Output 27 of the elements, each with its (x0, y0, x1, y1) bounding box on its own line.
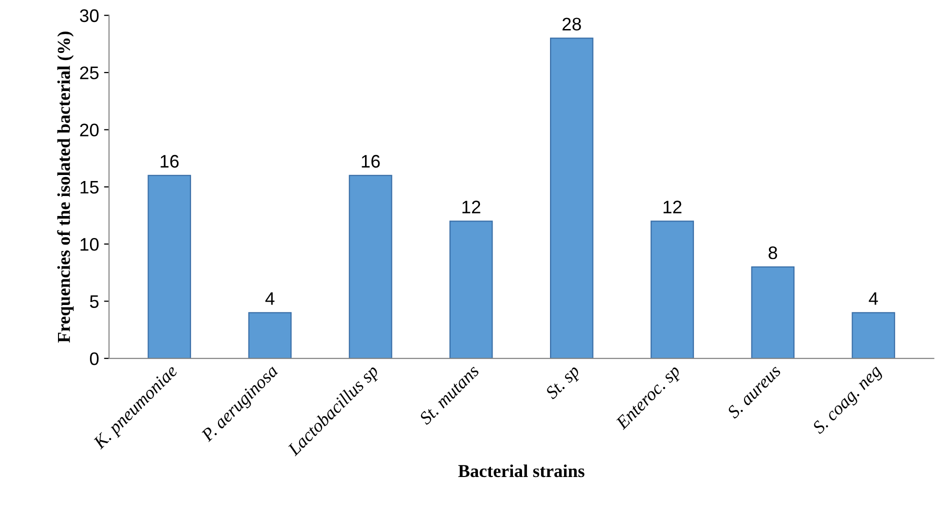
data-label: 28 (562, 18, 581, 30)
bar (148, 174, 192, 358)
y-tick-label: 0 (90, 352, 99, 366)
bar (751, 266, 795, 358)
y-tick-label: 10 (80, 238, 99, 251)
data-label: 16 (160, 154, 179, 168)
data-label: 4 (868, 292, 878, 305)
bar (348, 174, 392, 358)
x-tick-label: St. sp (544, 364, 583, 402)
y-tick-label: 15 (80, 181, 99, 194)
data-label: 8 (768, 246, 778, 260)
y-axis-title: Frequencies of the isolated bacterial (%) (57, 32, 74, 343)
data-label: 12 (462, 200, 480, 214)
bar (852, 312, 896, 358)
bar (248, 312, 292, 358)
y-tick-label: 5 (90, 295, 99, 308)
y-tick-label: 30 (80, 9, 99, 22)
data-label: 12 (664, 200, 682, 214)
y-tick-label: 25 (80, 66, 99, 80)
y-tick-label: 20 (80, 124, 99, 136)
x-tick-label: S. coag. neg (812, 364, 885, 438)
data-label: 4 (265, 292, 274, 305)
bar (550, 38, 594, 358)
x-axis-title: Bacterial strains (458, 464, 584, 478)
bar (449, 220, 493, 358)
bar (650, 220, 694, 358)
data-label: 16 (362, 154, 380, 168)
